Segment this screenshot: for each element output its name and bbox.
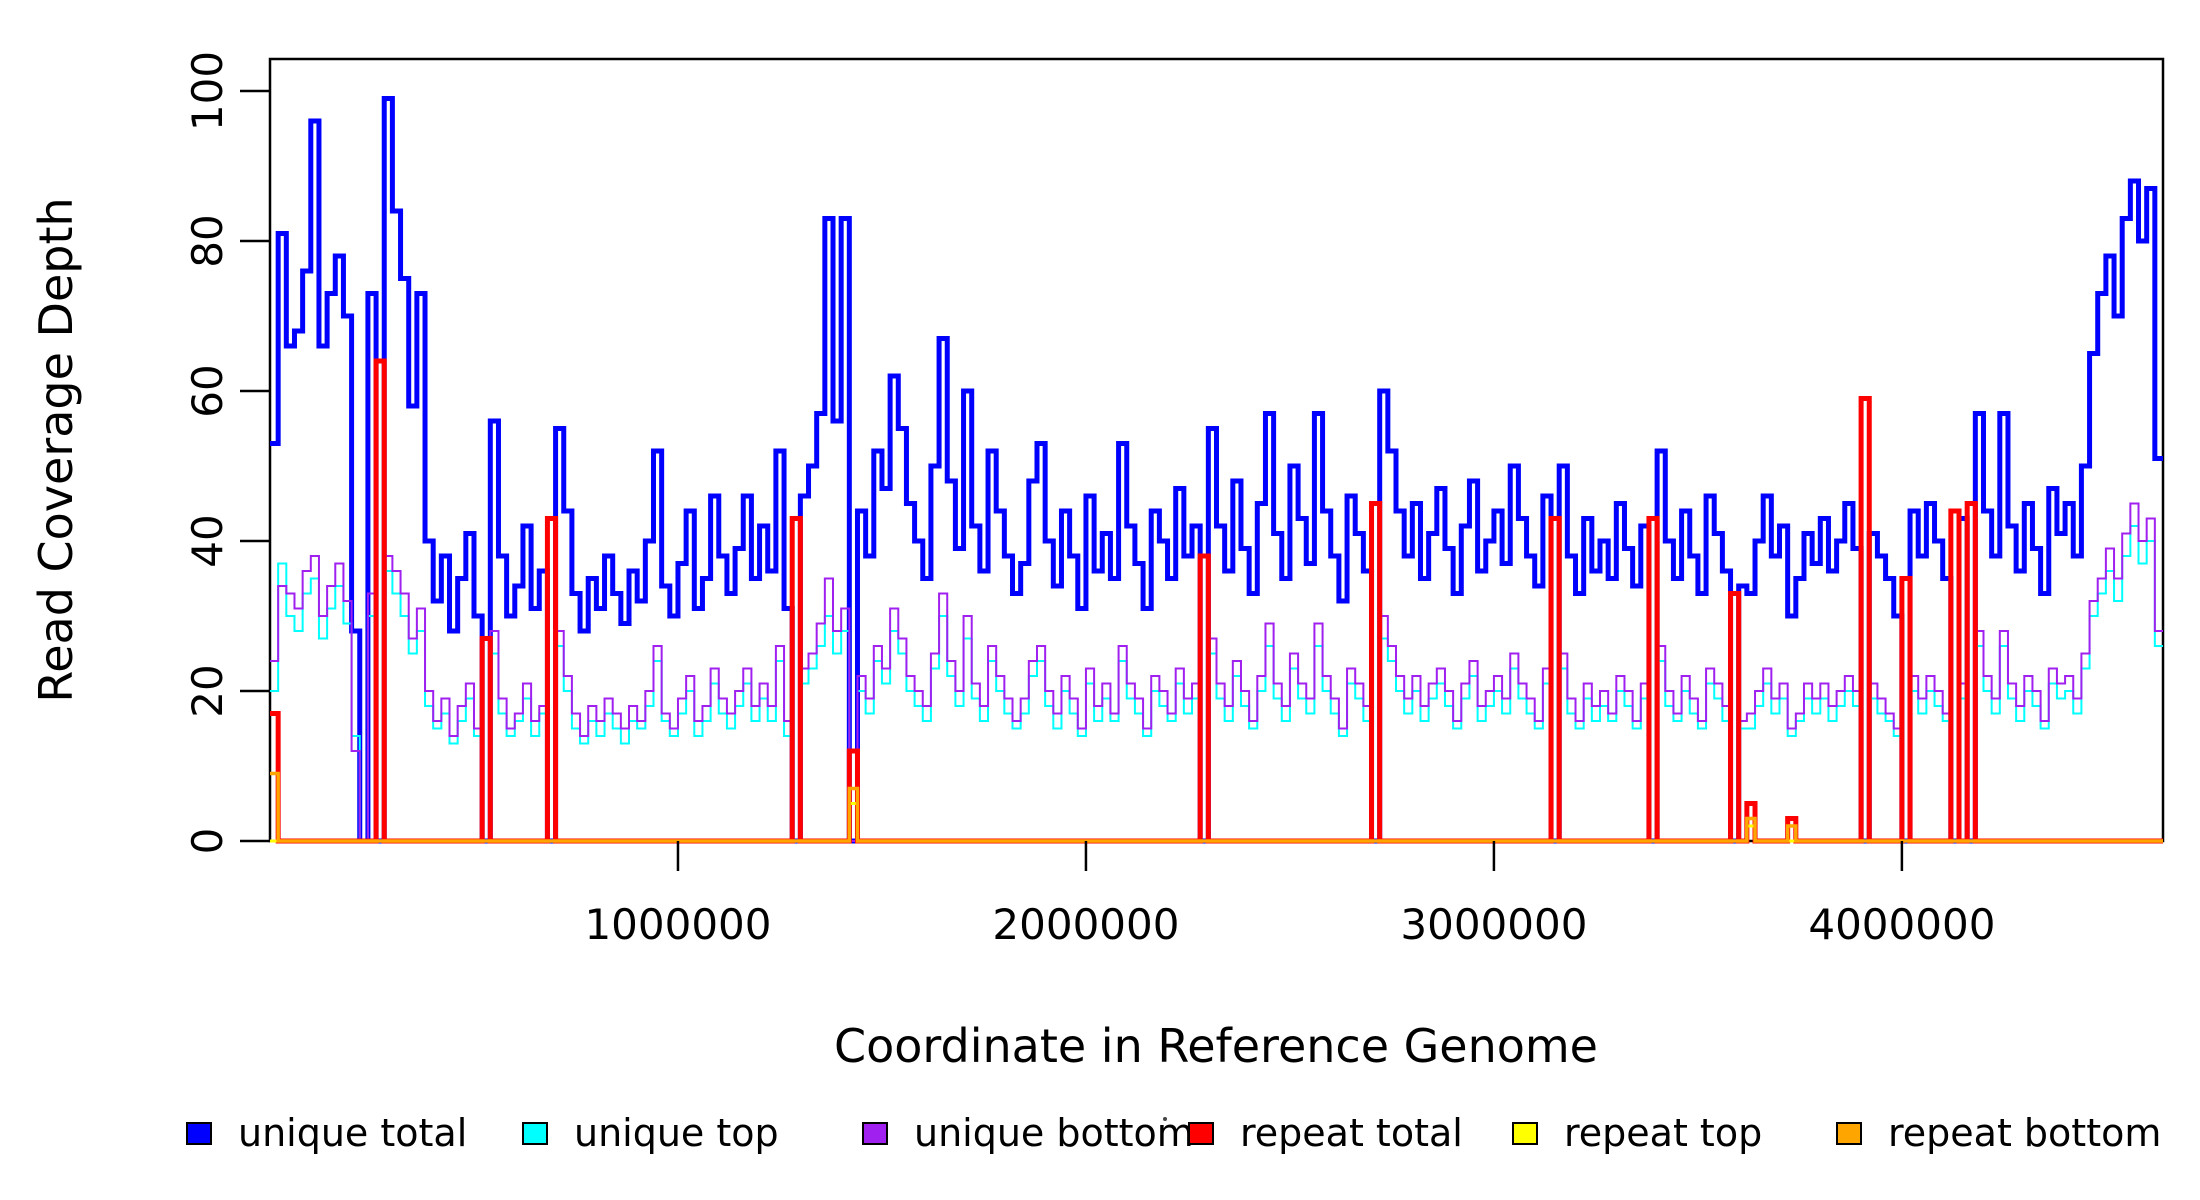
- series-unique-bottom: [270, 502, 2163, 842]
- y-tick-label: 80: [183, 214, 232, 267]
- series-lines: [270, 96, 2163, 844]
- legend-label: unique top: [574, 1111, 779, 1155]
- x-tick-label: 3000000: [1400, 900, 1587, 949]
- legend-item-repeat-top: repeat top: [1512, 1114, 1762, 1152]
- series-unique-total: [270, 96, 2163, 844]
- stray-dot: [1163, 1117, 1167, 1121]
- x-tick-label: 4000000: [1808, 900, 1995, 949]
- series-repeat-bottom: [270, 771, 2163, 843]
- legend-label: repeat top: [1564, 1111, 1763, 1155]
- y-tick-label: 20: [183, 664, 232, 717]
- x-tick-label: 2000000: [992, 900, 1179, 949]
- legend-label: unique total: [238, 1111, 468, 1155]
- legend-item-repeat-total: repeat total: [1188, 1114, 1463, 1152]
- repeat-top-swatch-icon: [1512, 1121, 1538, 1145]
- repeat-bottom-swatch-icon: [1836, 1121, 1862, 1145]
- y-tick-label: 100: [183, 51, 232, 131]
- legend-item-unique-bottom: unique bottom: [862, 1114, 1194, 1152]
- axis-ticks: 0 20 40 60 80 100 1000000 2000000 3000000 4000000: [183, 51, 1995, 949]
- legend-label: repeat bottom: [1888, 1111, 2162, 1155]
- legend-item-unique-total: unique total: [186, 1114, 467, 1152]
- y-tick-label: 40: [183, 514, 232, 567]
- y-axis-title: Read Coverage Depth: [29, 197, 83, 702]
- legend-label: unique bottom: [914, 1111, 1194, 1155]
- legend-item-unique-top: unique top: [522, 1114, 779, 1152]
- y-tick-label: 60: [183, 364, 232, 417]
- x-axis-title: Coordinate in Reference Genome: [834, 1019, 1598, 1073]
- legend-item-repeat-bottom: repeat bottom: [1836, 1114, 2161, 1152]
- y-tick-label: 0: [183, 828, 232, 855]
- unique-top-swatch-icon: [522, 1121, 548, 1145]
- unique-total-swatch-icon: [186, 1121, 212, 1145]
- repeat-total-swatch-icon: [1188, 1121, 1214, 1145]
- legend-label: repeat total: [1240, 1111, 1463, 1155]
- x-tick-label: 1000000: [584, 900, 771, 949]
- unique-bottom-swatch-icon: [862, 1121, 888, 1145]
